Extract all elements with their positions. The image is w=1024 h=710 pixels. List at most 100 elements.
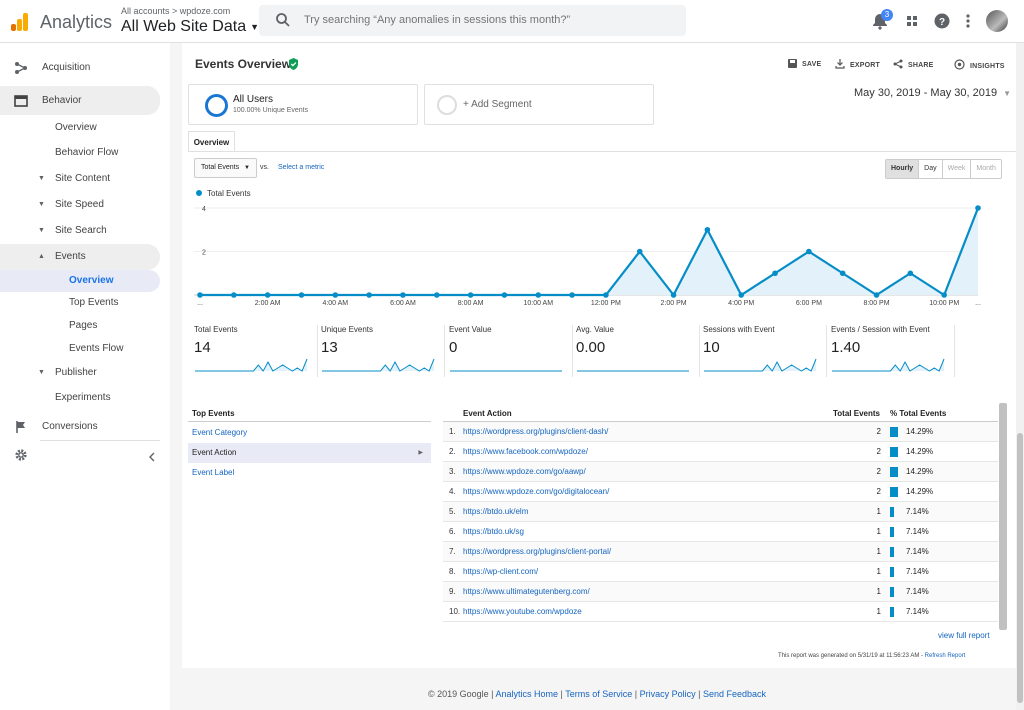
add-segment-button[interactable]: + Add Segment — [424, 84, 654, 125]
table-row[interactable]: 4. https://www.wpdoze.com/go/digitalocean… — [443, 482, 998, 502]
event-action-link[interactable]: https://wordpress.org/plugins/client-por… — [463, 547, 612, 556]
sidebar-item-top-events[interactable]: Top Events — [0, 290, 160, 316]
select-metric-link[interactable]: Select a metric — [278, 164, 325, 171]
account-breadcrumb[interactable]: All accounts > wpdoze.com — [121, 6, 231, 16]
column-header-total-events[interactable]: Total Events — [833, 409, 880, 418]
top-event-category[interactable]: Event Category — [192, 428, 248, 437]
month-button[interactable]: Month — [976, 165, 996, 172]
top-event-action[interactable]: Event Action ▶ — [188, 443, 431, 463]
data-point[interactable] — [298, 292, 305, 298]
more-vert-icon[interactable] — [958, 11, 978, 31]
refresh-report-link[interactable]: Refresh Report — [924, 653, 966, 659]
data-point[interactable] — [636, 248, 643, 255]
share-button[interactable]: SHARE — [893, 59, 934, 69]
data-point[interactable] — [704, 226, 711, 233]
sidebar-item-events-flow[interactable]: Events Flow — [0, 336, 160, 362]
analytics-logo-icon[interactable] — [11, 13, 29, 31]
page-scroll-thumb[interactable] — [1017, 433, 1023, 703]
data-point[interactable] — [873, 292, 880, 298]
sidebar-item-events[interactable]: ▲ Events — [0, 244, 160, 270]
data-point[interactable] — [907, 270, 914, 277]
data-point[interactable] — [197, 292, 203, 298]
sidebar-item-pages[interactable]: Pages — [0, 313, 160, 339]
gear-icon[interactable] — [14, 448, 28, 462]
event-action-link[interactable]: https://www.wpdoze.com/go/digitalocean/ — [463, 487, 610, 496]
data-point[interactable] — [433, 292, 440, 298]
sidebar-item-events-overview[interactable]: Overview — [0, 270, 160, 292]
sidebar-item-behavior[interactable]: Behavior — [0, 86, 160, 115]
scorecard-avg-value[interactable]: Avg. Value 0.00 — [576, 325, 700, 377]
data-point[interactable] — [535, 292, 542, 298]
table-row[interactable]: 7. https://wordpress.org/plugins/client-p… — [443, 542, 998, 562]
data-point[interactable] — [670, 292, 677, 298]
sidebar-item-site-speed[interactable]: ▼ Site Speed — [0, 192, 160, 218]
day-button[interactable]: Day — [919, 160, 943, 178]
scorecard-events-per-session[interactable]: Events / Session with Event 1.40 — [831, 325, 955, 377]
table-row[interactable]: 6. https://btdo.uk/sg 1 7.14% — [443, 522, 998, 542]
data-point[interactable] — [839, 270, 846, 277]
data-point[interactable] — [400, 292, 406, 298]
data-point[interactable] — [366, 292, 372, 298]
sidebar-item-site-content[interactable]: ▼ Site Content — [0, 166, 160, 192]
top-event-label[interactable]: Event Label — [192, 468, 235, 477]
event-action-link[interactable]: https://btdo.uk/elm — [463, 507, 529, 516]
sidebar-item-behavior-flow[interactable]: Behavior Flow — [0, 140, 160, 166]
data-point[interactable] — [569, 292, 575, 298]
event-action-link[interactable]: https://www.youtube.com/wpdoze — [463, 607, 582, 616]
page-scrollbar[interactable] — [1016, 43, 1024, 710]
table-row[interactable]: 8. https://wp-client.com/1 7.14% — [443, 562, 998, 582]
insights-button[interactable]: INSIGHTS — [954, 59, 1005, 70]
table-row[interactable]: 3. https://www.wpdoze.com/go/aawp/2 14.29% — [443, 462, 998, 482]
scorecard-event-value[interactable]: Event Value 0 — [449, 325, 573, 377]
data-point[interactable] — [941, 292, 947, 298]
data-point[interactable] — [231, 292, 237, 298]
avatar[interactable] — [986, 10, 1008, 32]
data-point[interactable] — [603, 292, 609, 298]
data-point[interactable] — [738, 292, 745, 298]
data-point[interactable] — [806, 248, 812, 255]
terms-link[interactable]: Terms of Service — [565, 689, 633, 699]
week-button[interactable]: Week — [943, 160, 972, 178]
sidebar-item-site-search[interactable]: ▼ Site Search — [0, 218, 160, 244]
event-action-link[interactable]: https://wp-client.com/ — [463, 567, 539, 576]
column-header-pct-total[interactable]: % Total Events — [890, 409, 947, 418]
sidebar-item-acquisition[interactable]: Acquisition — [0, 55, 160, 81]
save-button[interactable]: SAVE — [788, 59, 821, 68]
apps-grid-icon[interactable] — [902, 11, 922, 31]
table-row[interactable]: 2. https://www.facebook.com/wpdoze/2 14.29… — [443, 442, 998, 462]
table-row[interactable]: 1. https://wordpress.org/plugins/client-d… — [443, 422, 998, 442]
privacy-link[interactable]: Privacy Policy — [639, 689, 696, 699]
app-name[interactable]: Analytics — [40, 12, 113, 32]
event-action-link[interactable]: https://www.ultimategutenberg.com/ — [463, 587, 590, 596]
help-icon[interactable]: ? — [932, 11, 952, 31]
export-button[interactable]: EXPORT — [835, 59, 880, 69]
tab-overview[interactable]: Overview — [188, 131, 235, 152]
table-row[interactable]: 10. https://www.youtube.com/wpdoze 1 7.14% — [443, 602, 998, 622]
view-selector[interactable]: All Web Site Data ▼ — [121, 18, 259, 36]
sidebar-item-behavior-overview[interactable]: Overview — [0, 115, 160, 141]
scorecard-unique-events[interactable]: Unique Events 13 — [321, 325, 445, 377]
hourly-button[interactable]: Hourly — [886, 160, 920, 178]
scorecard-sessions-with-event[interactable]: Sessions with Event 10 — [703, 325, 827, 377]
data-point[interactable] — [332, 292, 339, 298]
date-range-picker[interactable]: May 30, 2019 - May 30, 2019 ▼ — [854, 87, 1011, 99]
segment-all-users[interactable]: All Users 100.00% Unique Events — [188, 84, 418, 125]
sidebar-item-experiments[interactable]: Experiments — [0, 385, 160, 411]
search-input[interactable]: Try searching “Any anomalies in sessions… — [259, 5, 686, 36]
view-full-report-link[interactable]: view full report — [938, 631, 990, 640]
analytics-home-link[interactable]: Analytics Home — [495, 689, 559, 699]
sidebar-item-conversions[interactable]: Conversions — [0, 414, 160, 440]
data-point[interactable] — [467, 292, 474, 298]
event-action-link[interactable]: https://wordpress.org/plugins/client-das… — [463, 427, 609, 436]
event-action-link[interactable]: https://btdo.uk/sg — [463, 527, 524, 536]
data-point[interactable] — [772, 270, 778, 277]
send-feedback-link[interactable]: Send Feedback — [702, 689, 767, 699]
sidebar-item-publisher[interactable]: ▼ Publisher — [0, 360, 160, 386]
table-row[interactable]: 5. https://btdo.uk/elm 1 7.14% — [443, 502, 998, 522]
data-point[interactable] — [975, 205, 981, 211]
table-scrollbar[interactable] — [999, 403, 1007, 630]
event-action-link[interactable]: https://www.wpdoze.com/go/aawp/ — [463, 467, 586, 476]
table-row[interactable]: 9. https://www.ultimategutenberg.com/1 7.1… — [443, 582, 998, 602]
data-point[interactable] — [264, 292, 271, 298]
scorecard-total-events[interactable]: Total Events 14 — [194, 325, 318, 377]
